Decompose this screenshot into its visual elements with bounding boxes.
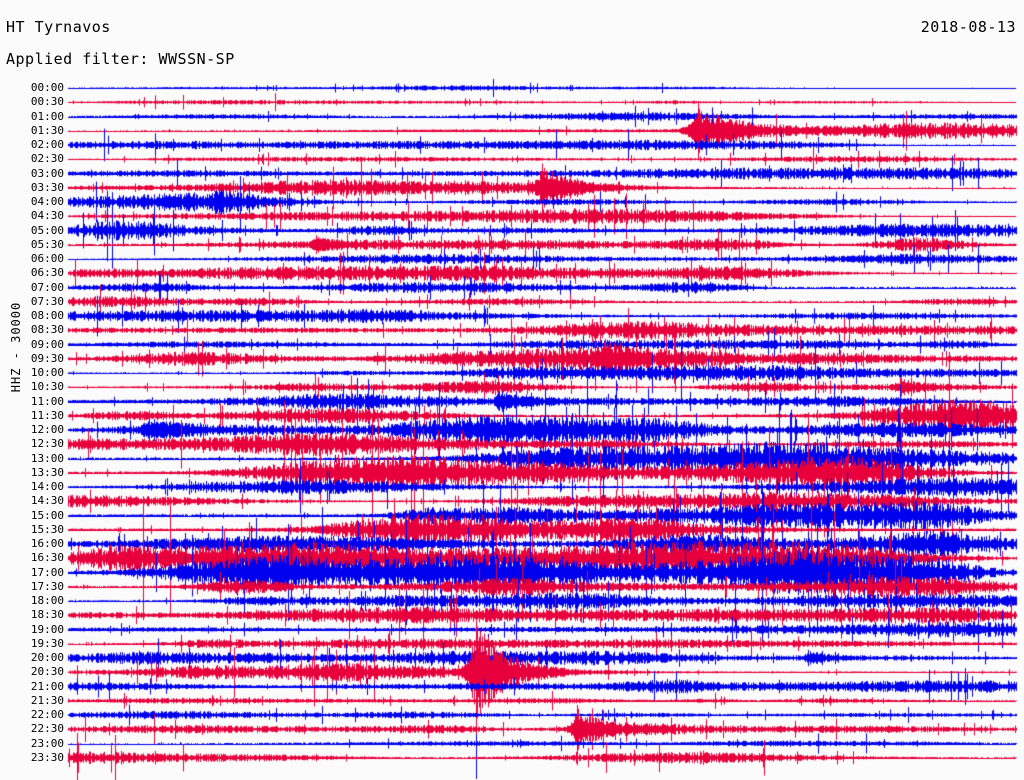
seismogram-traces (0, 0, 1024, 780)
helicorder-plot: HT Tyrnavos Applied filter: WWSSN-SP 201… (0, 0, 1024, 780)
